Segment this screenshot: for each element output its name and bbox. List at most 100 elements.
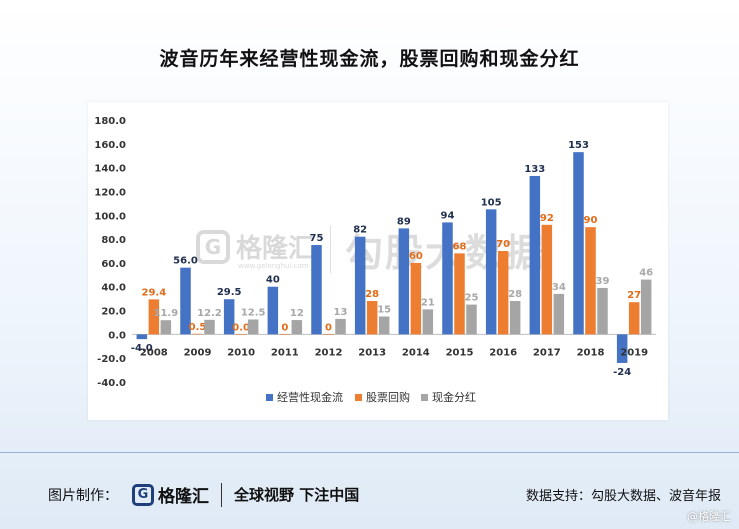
data-label-buyback-2012: 0 bbox=[325, 322, 332, 333]
bar-ocf-2008 bbox=[136, 334, 148, 340]
bar-buyback-2008 bbox=[148, 299, 160, 335]
legend-swatch-buyback bbox=[355, 394, 362, 401]
bar-buyback-2009 bbox=[192, 333, 203, 335]
bar-buyback-2011 bbox=[279, 334, 291, 335]
bar-dividend-2015 bbox=[466, 304, 477, 335]
data-label-dividend-2016: 28 bbox=[508, 289, 522, 300]
bar-ocf-2014 bbox=[398, 228, 410, 335]
y-tick-label: 80.0 bbox=[101, 235, 126, 246]
bar-dividend-2010 bbox=[247, 319, 259, 335]
legend-label-dividend: 现金分红 bbox=[432, 390, 476, 404]
x-tick-label-2014: 2014 bbox=[402, 347, 430, 358]
y-tick-label: 60.0 bbox=[101, 259, 126, 270]
corner-watermark: @格隆汇 bbox=[687, 510, 731, 523]
data-label-ocf-2019: -24 bbox=[613, 367, 631, 378]
bar-ocf-2013 bbox=[354, 236, 366, 335]
bar-dividend-2014 bbox=[422, 309, 434, 335]
bar-ocf-2016 bbox=[485, 209, 497, 335]
data-label-dividend-2015: 25 bbox=[465, 293, 479, 304]
bar-buyback-2015 bbox=[454, 253, 465, 335]
footer-separator bbox=[221, 482, 222, 507]
x-tick-label-2017: 2017 bbox=[533, 347, 561, 358]
footer-slogan: 全球视野 下注中国 bbox=[234, 486, 360, 504]
page-title: 波音历年来经营性现金流，股票回购和现金分红 bbox=[159, 48, 580, 70]
legend-label-buyback: 股票回购 bbox=[366, 390, 410, 404]
data-label-dividend-2018: 39 bbox=[596, 276, 610, 287]
data-label-buyback-2019: 27 bbox=[627, 290, 641, 301]
bar-buyback-2017 bbox=[541, 224, 553, 335]
data-label-dividend-2019: 46 bbox=[639, 268, 653, 279]
data-label-ocf-2010: 29.5 bbox=[217, 287, 242, 298]
data-label-buyback-2011: 0 bbox=[281, 322, 288, 333]
bar-dividend-2017 bbox=[553, 293, 565, 335]
bar-dividend-2019 bbox=[640, 279, 652, 335]
data-label-ocf-2014: 89 bbox=[397, 216, 411, 227]
watermark-left-sub: www.gelonghui.com bbox=[238, 262, 309, 270]
x-tick-label-2015: 2015 bbox=[446, 347, 474, 358]
y-tick-label: 100.0 bbox=[94, 211, 126, 222]
x-tick-label-2010: 2010 bbox=[227, 347, 255, 358]
data-label-ocf-2016: 105 bbox=[481, 197, 502, 208]
watermark-divider bbox=[330, 225, 331, 273]
bar-buyback-2018 bbox=[585, 227, 596, 335]
x-tick-label-2011: 2011 bbox=[271, 347, 299, 358]
y-tick-label: 120.0 bbox=[94, 187, 126, 198]
data-label-dividend-2017: 34 bbox=[552, 282, 566, 293]
y-tick-label: -40.0 bbox=[97, 378, 126, 389]
bar-dividend-2013 bbox=[378, 316, 390, 335]
data-label-buyback-2017: 92 bbox=[540, 213, 554, 224]
data-label-buyback-2009: 0.5 bbox=[189, 322, 207, 333]
y-tick-label: 0.0 bbox=[108, 330, 126, 341]
legend-swatch-dividend bbox=[421, 394, 428, 401]
y-tick-label: 140.0 bbox=[94, 164, 126, 175]
gelonghui-logo-icon: G bbox=[196, 229, 230, 264]
x-tick-label-2019: 2019 bbox=[620, 347, 648, 358]
bar-ocf-2010 bbox=[223, 299, 235, 335]
x-tick-label-2012: 2012 bbox=[315, 347, 343, 358]
data-label-ocf-2011: 40 bbox=[266, 275, 280, 286]
data-label-dividend-2012: 13 bbox=[334, 307, 348, 318]
data-label-dividend-2011: 12 bbox=[290, 308, 304, 319]
bar-dividend-2008 bbox=[160, 320, 172, 335]
x-tick-label-2009: 2009 bbox=[184, 347, 212, 358]
footer-credit: 图片制作： G 格隆汇 全球视野 下注中国 bbox=[48, 482, 359, 507]
bar-buyback-2010 bbox=[235, 334, 247, 335]
watermark-left: G 格隆汇 www.gelonghui.com bbox=[196, 228, 314, 270]
data-label-ocf-2013: 82 bbox=[353, 225, 367, 236]
x-tick-label-2018: 2018 bbox=[577, 347, 605, 358]
chart-card bbox=[88, 102, 668, 420]
made-by-label: 图片制作： bbox=[48, 487, 118, 504]
x-tick-label-2016: 2016 bbox=[489, 347, 517, 358]
data-source: 数据支持：勾股大数据、波音年报 bbox=[525, 489, 721, 504]
bar-dividend-2016 bbox=[509, 301, 521, 335]
y-tick-label: 160.0 bbox=[94, 140, 126, 151]
data-label-ocf-2015: 94 bbox=[441, 210, 455, 221]
y-tick-label: 40.0 bbox=[101, 283, 126, 294]
footer-logo-text: 格隆汇 bbox=[158, 487, 209, 507]
y-tick-label: 20.0 bbox=[101, 307, 126, 318]
data-label-ocf-2017: 133 bbox=[524, 164, 545, 175]
x-tick-label-2008: 2008 bbox=[140, 347, 168, 358]
bar-ocf-2015 bbox=[442, 222, 453, 335]
data-label-buyback-2014: 60 bbox=[409, 251, 423, 262]
bar-buyback-2014 bbox=[410, 262, 422, 335]
gelonghui-footer-logo-icon: G bbox=[132, 483, 154, 506]
data-label-buyback-2013: 28 bbox=[365, 289, 379, 300]
data-label-dividend-2009: 12.2 bbox=[197, 308, 222, 319]
data-label-buyback-2008: 29.4 bbox=[141, 287, 166, 298]
bar-dividend-2011 bbox=[291, 320, 303, 335]
data-label-dividend-2010: 12.5 bbox=[241, 307, 266, 318]
bar-ocf-2012 bbox=[311, 245, 322, 335]
bar-dividend-2012 bbox=[335, 318, 346, 335]
y-tick-label: -20.0 bbox=[97, 354, 126, 365]
bar-dividend-2018 bbox=[597, 287, 608, 335]
bar-buyback-2016 bbox=[497, 251, 509, 335]
y-tick-label: 180.0 bbox=[94, 116, 126, 127]
bar-buyback-2019 bbox=[628, 302, 640, 335]
data-label-dividend-2008: 11.9 bbox=[153, 308, 178, 319]
data-label-dividend-2014: 21 bbox=[421, 297, 435, 308]
bar-buyback-2013 bbox=[366, 301, 378, 335]
bar-ocf-2009 bbox=[180, 267, 191, 335]
bar-ocf-2019 bbox=[616, 334, 628, 363]
x-tick-label-2013: 2013 bbox=[358, 347, 386, 358]
